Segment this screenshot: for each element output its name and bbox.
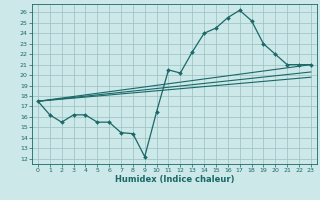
X-axis label: Humidex (Indice chaleur): Humidex (Indice chaleur) (115, 175, 234, 184)
